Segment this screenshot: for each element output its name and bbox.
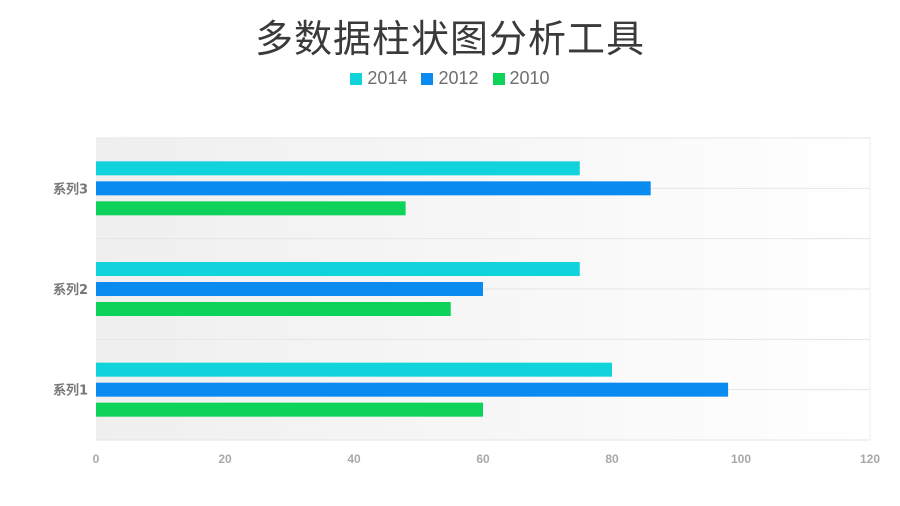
legend-item-2014: 2014: [350, 68, 407, 89]
x-tick-label: 100: [731, 452, 751, 466]
legend-label-2012: 2012: [438, 68, 479, 88]
bar-2012-1: [96, 382, 729, 397]
x-tick-label: 20: [218, 452, 232, 466]
category-label: 系列1: [53, 383, 88, 399]
bar-2014-2: [96, 262, 580, 276]
bar-2012-2: [96, 282, 483, 296]
bar-2014-3: [96, 161, 580, 176]
x-tick-label: 80: [605, 452, 619, 466]
legend-label-2014: 2014: [367, 68, 408, 88]
legend-swatch-2012: [421, 72, 434, 85]
category-label: 系列2: [53, 282, 88, 298]
legend-swatch-2014: [350, 72, 363, 85]
x-tick-label: 40: [347, 452, 361, 466]
bar-2010-2: [96, 302, 451, 316]
legend-item-2010: 2010: [492, 68, 550, 89]
legend: 2014 2012 2010: [0, 68, 900, 89]
category-label: 系列3: [53, 181, 88, 197]
bar-2010-1: [96, 402, 483, 417]
bar-2014-1: [96, 362, 612, 377]
legend-swatch-2010: [492, 72, 505, 85]
x-tick-label: 60: [476, 452, 490, 466]
bar-2012-3: [96, 181, 651, 196]
chart-title: 多数据柱状图分析工具: [254, 17, 645, 61]
legend-label-2010: 2010: [509, 68, 550, 88]
x-tick-label: 120: [860, 452, 880, 466]
bar-2010-3: [96, 201, 406, 216]
legend-item-2012: 2012: [421, 68, 479, 89]
x-tick-label: 0: [93, 452, 100, 466]
